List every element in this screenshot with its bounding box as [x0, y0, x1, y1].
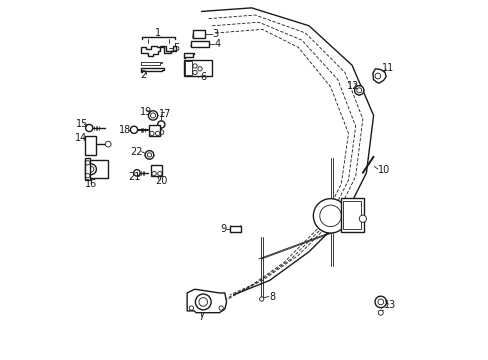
Bar [190, 41, 208, 46]
Circle shape [378, 310, 383, 315]
Circle shape [354, 86, 363, 95]
Circle shape [377, 299, 383, 305]
Circle shape [159, 130, 163, 135]
Circle shape [158, 121, 164, 128]
Circle shape [192, 70, 197, 75]
Text: 15: 15 [76, 120, 88, 129]
Circle shape [85, 164, 96, 175]
Circle shape [85, 174, 90, 178]
Polygon shape [372, 69, 386, 83]
Circle shape [152, 171, 156, 176]
Circle shape [198, 67, 202, 71]
Circle shape [88, 166, 94, 172]
Text: 11: 11 [381, 63, 393, 73]
Text: 2: 2 [140, 70, 146, 80]
Text: 8: 8 [269, 292, 275, 302]
Polygon shape [183, 53, 194, 58]
Circle shape [313, 199, 347, 233]
Text: 19: 19 [140, 107, 152, 117]
Circle shape [374, 73, 380, 79]
Circle shape [85, 125, 93, 132]
Text: 3: 3 [212, 30, 219, 39]
Circle shape [374, 296, 386, 308]
Text: 18: 18 [119, 125, 131, 135]
Text: 10: 10 [377, 165, 389, 175]
Circle shape [86, 140, 94, 148]
Text: 20: 20 [155, 176, 167, 186]
Bar [192, 31, 204, 39]
Text: 4: 4 [214, 39, 220, 49]
Bar [85, 136, 96, 155]
Text: 9: 9 [220, 224, 225, 234]
Circle shape [147, 153, 151, 157]
Bar [185, 61, 191, 75]
Polygon shape [140, 62, 162, 65]
Circle shape [149, 131, 154, 135]
Bar [343, 201, 360, 229]
Bar [151, 165, 162, 176]
Bar [85, 158, 90, 180]
Text: 14: 14 [75, 134, 87, 143]
Circle shape [85, 161, 90, 165]
Circle shape [130, 126, 137, 134]
Text: 17: 17 [159, 109, 171, 119]
Bar [230, 226, 241, 232]
Text: 12: 12 [346, 81, 358, 91]
Polygon shape [160, 45, 176, 53]
Text: 22: 22 [130, 147, 143, 157]
Text: 13: 13 [383, 300, 395, 310]
Circle shape [155, 131, 160, 135]
Circle shape [359, 215, 366, 222]
Circle shape [145, 150, 153, 159]
Circle shape [259, 297, 264, 301]
Text: 5: 5 [173, 43, 179, 53]
Text: 7: 7 [198, 312, 204, 322]
Bar [183, 60, 212, 76]
Polygon shape [140, 68, 163, 72]
Text: 1: 1 [155, 28, 161, 38]
Text: 16: 16 [85, 179, 97, 189]
Circle shape [158, 171, 162, 176]
Circle shape [356, 88, 361, 93]
Polygon shape [187, 289, 226, 313]
Circle shape [148, 111, 158, 120]
Polygon shape [140, 45, 160, 56]
Circle shape [105, 141, 111, 147]
Circle shape [150, 113, 155, 118]
Circle shape [133, 170, 140, 176]
Circle shape [219, 306, 223, 310]
Circle shape [319, 205, 341, 226]
Circle shape [195, 294, 211, 310]
Text: 6: 6 [200, 72, 206, 82]
Bar [85, 160, 108, 178]
Circle shape [199, 298, 207, 306]
Text: 21: 21 [128, 172, 141, 182]
Bar [149, 126, 160, 136]
Circle shape [189, 306, 193, 310]
Circle shape [192, 64, 197, 68]
Bar [340, 198, 363, 232]
